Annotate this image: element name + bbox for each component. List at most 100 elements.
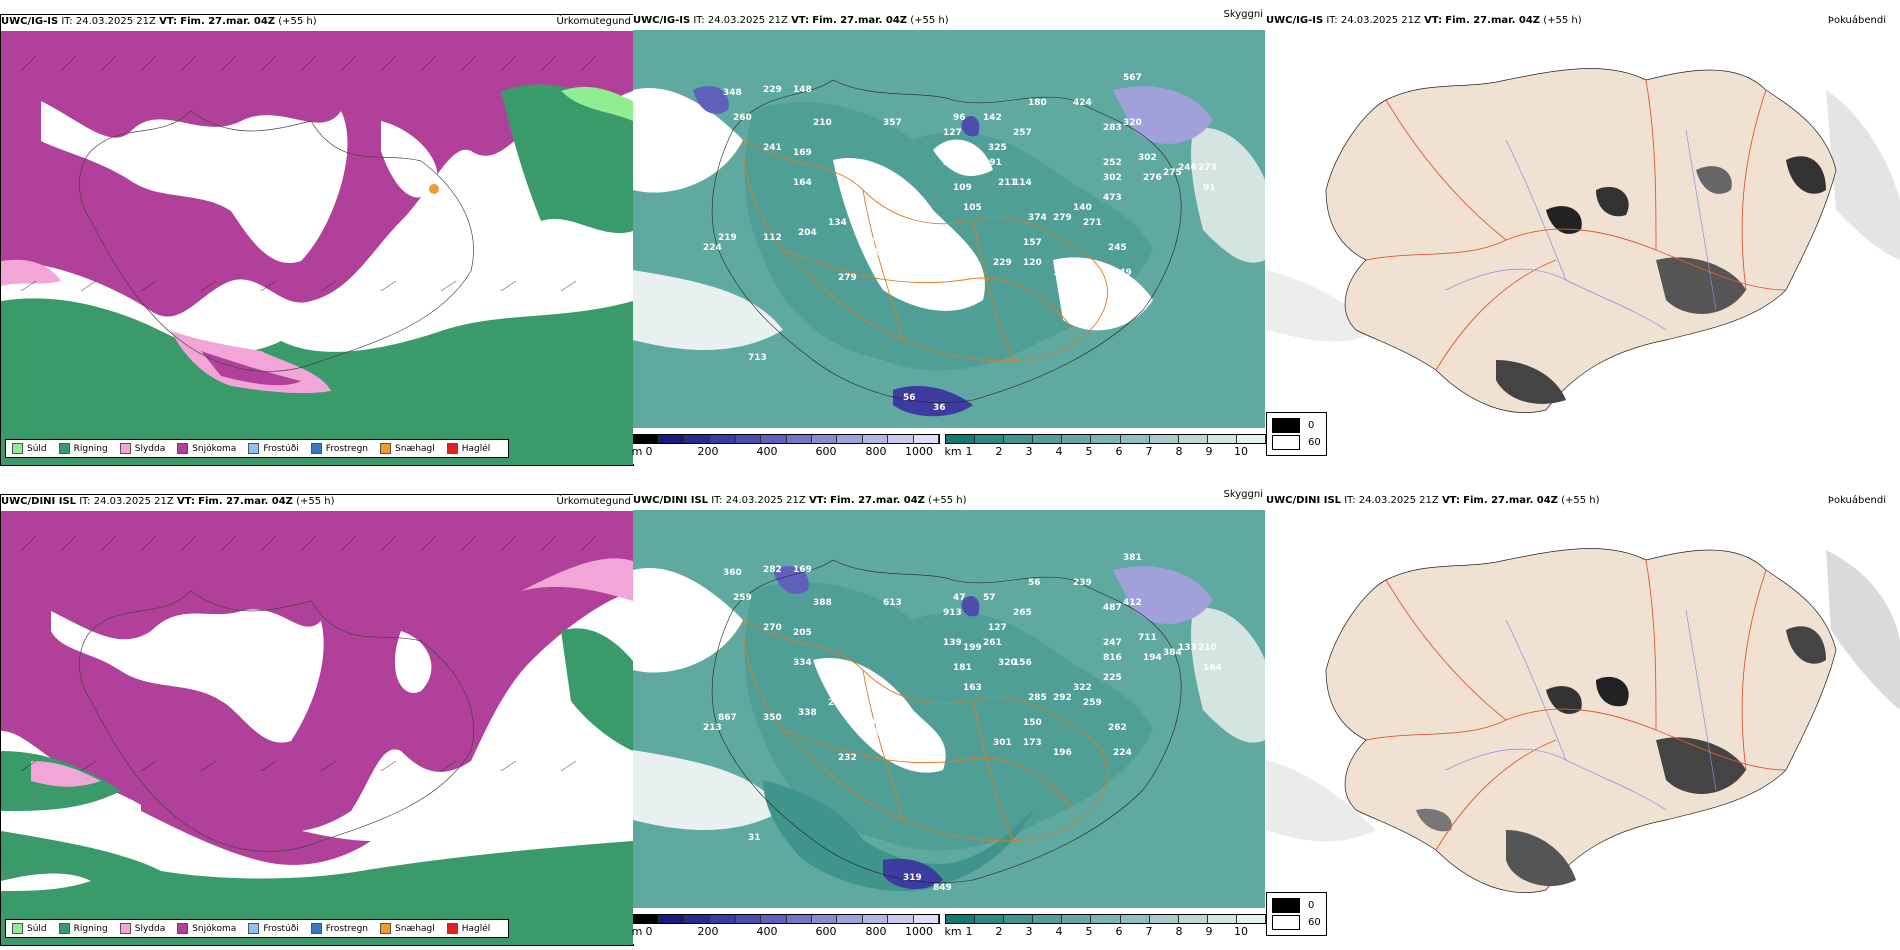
fog-legend-item: 0 <box>1272 898 1321 913</box>
peak-label: 153 <box>963 163 982 173</box>
peak-label: 239 <box>1073 578 1092 588</box>
peak-label: 199 <box>963 643 982 653</box>
peak-label: 275 <box>1163 168 1182 178</box>
peak-label: 150 <box>1023 718 1042 728</box>
ceiling-tick: 600 <box>815 925 837 938</box>
fog-panel-1: UWC/IG-IS IT: 24.03.2025 21Z VT: Fim. 27… <box>1266 14 1900 464</box>
peak-label: 139 <box>943 638 962 648</box>
cloud-header-2: UWC/DINI ISL IT: 24.03.2025 21Z VT: Fim.… <box>633 489 1265 510</box>
it-label: IT: <box>61 16 73 27</box>
peak-label: 181 <box>953 663 972 673</box>
legend-label: Slydda <box>134 443 166 454</box>
it-value: 24.03.2025 21Z <box>1340 15 1421 26</box>
peak-label: 302 <box>1138 153 1157 163</box>
ceiling-tick: 800 <box>865 445 887 458</box>
vis-tick: 9 <box>1205 445 1213 458</box>
legend-item: Rigning <box>58 443 108 454</box>
peak-label: 31 <box>748 833 761 843</box>
legend-swatch <box>58 443 70 454</box>
model-name: UWC/IG-IS <box>1 16 59 27</box>
peak-label: 241 <box>763 143 782 153</box>
peak-label: 913 <box>943 608 962 618</box>
legend-item: Haglél <box>446 443 490 454</box>
peak-label: 229 <box>763 85 782 95</box>
peak-label: 213 <box>703 723 722 733</box>
fog-map-2 <box>1266 510 1900 908</box>
peak-label: 388 <box>813 598 832 608</box>
peak-label: 133 <box>1178 643 1197 653</box>
fog-panel-2: UWC/DINI ISL IT: 24.03.2025 21Z VT: Fim.… <box>1266 494 1900 944</box>
peak-label: 350 <box>763 713 782 723</box>
precip-legend-2: Súld Rigning Slydda Snjókoma Frostúði Fr… <box>5 919 510 938</box>
peak-label: 273 <box>1198 163 1217 173</box>
ceiling-ticks: m 0 200 400 600 800 1000 <box>632 444 938 458</box>
vis-tick: 2 <box>995 925 1003 938</box>
peak-label: 112 <box>763 233 782 243</box>
ceiling-bar <box>633 434 940 444</box>
it-label: IT: <box>79 496 91 507</box>
fog-legend-label: 0 <box>1308 900 1315 911</box>
legend-label: Súld <box>27 443 47 454</box>
vt-label: VT: <box>1441 495 1460 506</box>
fog-legend-item: 60 <box>1272 435 1321 450</box>
precip-header-2: UWC/DINI ISL IT: 24.03.2025 21Z VT: Fim.… <box>1 495 633 511</box>
visibility-ticks: km 1 2 3 4 5 6 7 8 9 10 <box>944 924 1265 938</box>
visibility-colorbar-2: km 1 2 3 4 5 6 7 8 9 10 <box>944 914 1267 938</box>
peak-labels-2: 360 282 169 259 388 270 205 334 202 867 350 338 213 1… <box>703 553 1222 893</box>
ceiling-ticks: m 0 200 400 600 800 1000 <box>632 924 938 938</box>
vis-tick: 7 <box>1145 925 1153 938</box>
ceiling-tick: 200 <box>697 445 719 458</box>
peak-label: 302 <box>1103 173 1122 183</box>
precip-legend-row: Súld Rigning Slydda Snjókoma Frostúði Fr… <box>12 443 502 454</box>
legend-label: Snjókoma <box>192 923 237 934</box>
peak-label: 301 <box>993 738 1012 748</box>
peak-label: 322 <box>1073 683 1092 693</box>
vis-tick: 1 <box>965 925 973 938</box>
peak-label: 283 <box>1103 123 1122 133</box>
vt-label: VT: <box>1424 15 1443 26</box>
vis-tick: 8 <box>1175 925 1183 938</box>
vis-tick: 2 <box>995 445 1003 458</box>
peak-label: 357 <box>883 118 902 128</box>
peak-label: 219 <box>718 233 737 243</box>
peak-label: 320 <box>1123 118 1142 128</box>
peak-label: 381 <box>1123 553 1142 563</box>
peak-label: 157 <box>1023 238 1042 248</box>
peak-label: 713 <box>748 353 767 363</box>
fog-legend-label: 0 <box>1308 420 1315 431</box>
peak-label: 247 <box>1103 638 1122 648</box>
peak-label: 163 <box>963 683 982 693</box>
legend-label: Rigning <box>73 443 108 454</box>
vis-tick: 10 <box>1234 925 1248 938</box>
fog-map-1 <box>1266 30 1900 428</box>
legend-item: Slydda <box>119 923 165 934</box>
peak-label: 259 <box>1083 698 1102 708</box>
it-label: IT: <box>1344 495 1356 506</box>
legend-swatch <box>119 443 131 454</box>
peak-label: 91 <box>1203 183 1216 193</box>
peak-label: 127 <box>988 623 1007 633</box>
model-name: UWC/IG-IS <box>633 15 691 26</box>
peak-label: 348 <box>723 88 742 98</box>
peak-label: 338 <box>798 708 817 718</box>
cloud-panel-1: UWC/IG-IS IT: 24.03.2025 21Z VT: Fim. 27… <box>632 9 1267 464</box>
peak-label: 102 <box>863 718 882 728</box>
vis-tick: 5 <box>1085 925 1093 938</box>
peak-label: 36 <box>933 403 946 413</box>
peak-label: 276 <box>1143 173 1162 183</box>
visibility-colorbar-1: km 1 2 3 4 5 6 7 8 9 10 <box>944 434 1267 458</box>
panel-title-fog: Þokuábendi <box>1827 15 1886 26</box>
peak-label: 96 <box>953 113 966 123</box>
legend-item: Rigning <box>58 923 108 934</box>
legend-swatch <box>310 923 322 934</box>
peak-label: 567 <box>1123 73 1142 83</box>
peak-label: 120 <box>1023 258 1042 268</box>
legend-label: Snæhagl <box>395 443 435 454</box>
vt-value: Fim. 27.mar. 04Z <box>830 495 925 506</box>
cloud-map-2: 360 282 169 259 388 270 205 334 202 867 350 338 213 1… <box>633 510 1265 908</box>
peak-label: 210 <box>1198 643 1217 653</box>
precip-panel-2: UWC/DINI ISL IT: 24.03.2025 21Z VT: Fim.… <box>0 494 634 946</box>
vis-tick: 6 <box>1115 925 1123 938</box>
ceiling-tick: 1000 <box>905 925 933 938</box>
peak-label: 211 <box>998 178 1017 188</box>
